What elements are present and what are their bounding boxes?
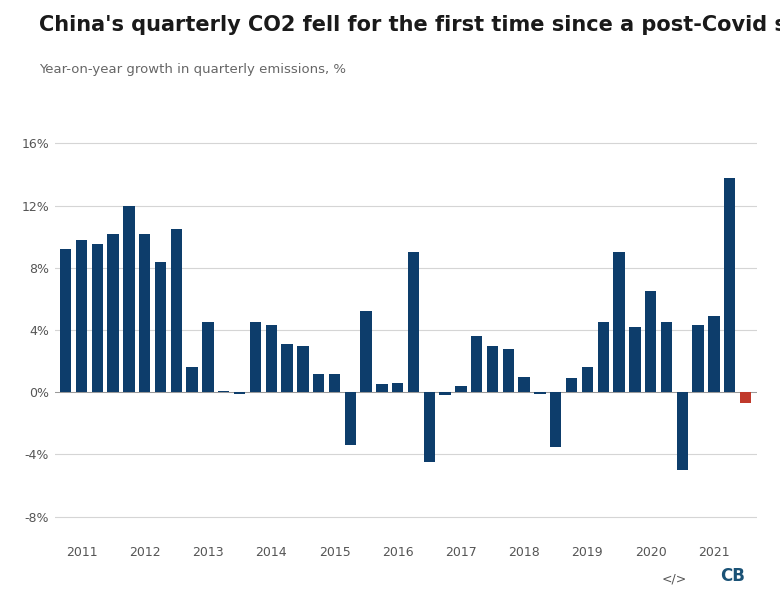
Bar — [439, 392, 451, 395]
Bar — [519, 377, 530, 392]
Bar — [91, 244, 103, 392]
Text: </>: </> — [661, 572, 686, 585]
Bar — [629, 327, 640, 392]
Bar — [502, 349, 514, 392]
Bar — [724, 178, 736, 392]
Bar — [265, 325, 277, 392]
Bar — [155, 262, 166, 392]
Bar — [282, 344, 292, 392]
Bar — [218, 391, 229, 392]
Bar — [597, 322, 609, 392]
Bar — [186, 367, 198, 392]
Bar — [297, 346, 309, 392]
Bar — [123, 206, 135, 392]
Bar — [250, 322, 261, 392]
Bar — [60, 249, 71, 392]
Bar — [661, 322, 672, 392]
Bar — [740, 392, 751, 403]
Bar — [676, 392, 688, 470]
Bar — [487, 346, 498, 392]
Bar — [534, 392, 546, 394]
Bar — [171, 229, 182, 392]
Bar — [392, 383, 403, 392]
Bar — [108, 233, 119, 392]
Bar — [582, 367, 593, 392]
Bar — [424, 392, 435, 462]
Bar — [408, 252, 419, 392]
Bar — [345, 392, 356, 445]
Bar — [202, 322, 214, 392]
Bar — [566, 378, 577, 392]
Bar — [693, 325, 704, 392]
Text: China's quarterly CO2 fell for the first time since a post-Covid surge: China's quarterly CO2 fell for the first… — [39, 15, 780, 35]
Bar — [613, 252, 625, 392]
Bar — [328, 374, 340, 392]
Bar — [456, 386, 466, 392]
Bar — [139, 233, 151, 392]
Text: CB: CB — [720, 567, 745, 585]
Bar — [645, 291, 656, 392]
Bar — [550, 392, 562, 446]
Bar — [76, 240, 87, 392]
Text: Year-on-year growth in quarterly emissions, %: Year-on-year growth in quarterly emissio… — [39, 63, 346, 76]
Bar — [708, 316, 720, 392]
Bar — [471, 336, 483, 392]
Bar — [234, 392, 245, 394]
Bar — [313, 374, 324, 392]
Bar — [376, 385, 388, 392]
Bar — [360, 311, 372, 392]
